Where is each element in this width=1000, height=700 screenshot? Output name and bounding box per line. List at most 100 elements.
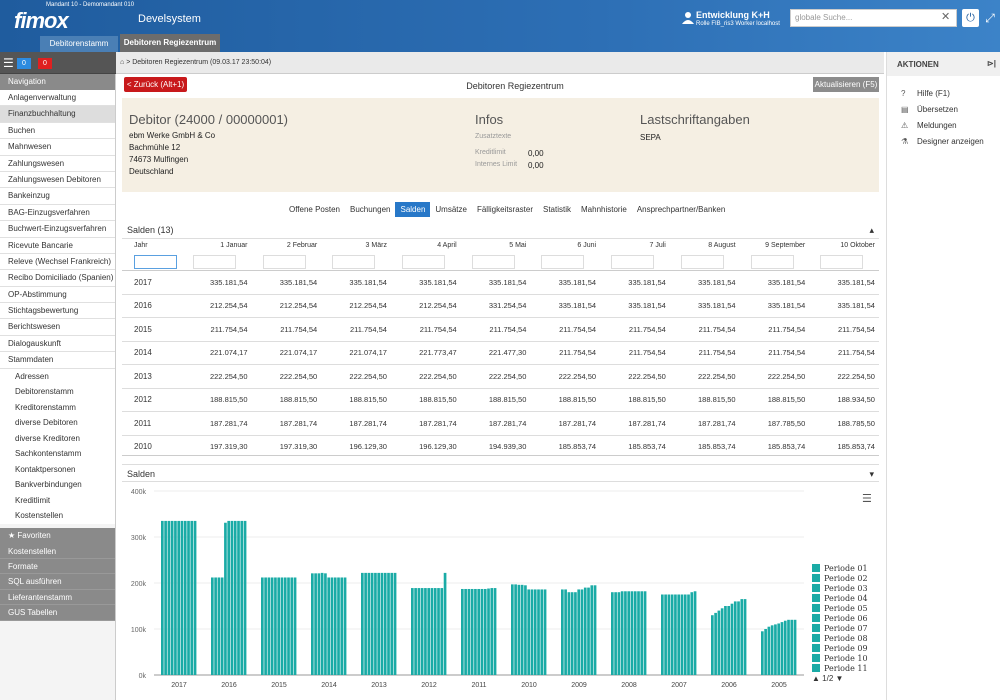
sidebar-subitem[interactable]: Kreditlimit xyxy=(0,492,115,509)
sidebar-subitem[interactable]: Sachkontenstamm xyxy=(0,446,115,462)
sidebar-item[interactable]: Berichtswesen xyxy=(0,319,115,336)
table-row[interactable]: 2017 335.181,54 335.181,54 335.181,54 335.18… xyxy=(122,271,879,295)
tab-statistik[interactable]: Statistik xyxy=(542,205,571,214)
sidebar-subitem[interactable]: diverse Debitoren xyxy=(0,415,115,431)
collapse-up-icon[interactable]: ▴ xyxy=(869,225,874,235)
tab-umsätze[interactable]: Umsätze xyxy=(435,205,467,214)
sidebar-subitem[interactable]: Adressen xyxy=(0,368,115,385)
table-row[interactable]: 2015 211.754,54 211.754,54 211.754,54 211.75… xyxy=(122,318,879,342)
action-item[interactable]: ? Hilfe (F1) xyxy=(887,86,1000,102)
breadcrumb: ⌂ > Debitoren Regiezentrum (09.03.17 23:… xyxy=(116,52,884,74)
action-label: Hilfe (F1) xyxy=(917,89,950,98)
clear-search-icon[interactable]: ✕ xyxy=(941,11,951,23)
tab-regiezentrum[interactable]: Debitoren Regiezentrum xyxy=(120,34,220,52)
table-row[interactable]: 2010 197.319,30 197.319,30 196.129,30 196.12… xyxy=(122,436,879,456)
sidebar-item[interactable]: Dialogauskunft xyxy=(0,335,115,353)
sidebar-subitem[interactable]: Bankverbindungen xyxy=(0,477,115,493)
table-row[interactable]: 2013 222.254,50 222.254,50 222.254,50 222.25… xyxy=(122,365,879,389)
sidebar-item[interactable]: Zahlungswesen Debitoren xyxy=(0,171,115,189)
tab-buchungen[interactable]: Buchungen xyxy=(350,205,391,214)
filter-input[interactable] xyxy=(262,254,306,269)
sidebar-item[interactable]: Stichtagsbewertung xyxy=(0,303,115,320)
sidebar-item[interactable]: BAG-Einzugsverfahren xyxy=(0,204,115,222)
tab-ansprechpartner-banken[interactable]: Ansprechpartner/Banken xyxy=(636,205,726,214)
filter-input[interactable] xyxy=(192,254,236,269)
sidebar-item[interactable]: Recibo Domiciliado (Spanien) xyxy=(0,270,115,287)
menu-icon[interactable]: ☰ xyxy=(3,56,14,70)
table-row[interactable]: 2014 221.074,17 221.074,17 221.074,17 221.77… xyxy=(122,342,879,365)
expand-icon[interactable]: ⤢ xyxy=(985,11,995,25)
sidebar-item[interactable]: OP-Abstimmung xyxy=(0,286,115,304)
table-cell: 222.254,50 xyxy=(488,371,527,381)
favorite-item[interactable]: SQL ausführen xyxy=(0,574,115,590)
filter-input[interactable] xyxy=(680,254,724,269)
column-header[interactable]: Jahr xyxy=(134,242,148,249)
column-header[interactable]: 1 Januar xyxy=(220,242,248,249)
column-header[interactable]: 4 April xyxy=(437,242,457,249)
sidebar-item[interactable]: Ricevute Bancarie xyxy=(0,237,115,254)
column-header[interactable]: 8 August xyxy=(708,242,736,249)
actions-panel: AKTIONEN ⊳| ? Hilfe (F1) ▤ Übersetzen ⚠ Meldun… xyxy=(886,52,1000,700)
column-header[interactable]: 10 Oktober xyxy=(840,242,875,249)
sidebar-item[interactable]: Mahnwesen xyxy=(0,139,115,156)
logout-button[interactable]: ⏻ xyxy=(962,9,979,27)
filter-input[interactable] xyxy=(471,254,515,269)
filter-input[interactable] xyxy=(750,254,794,269)
sidebar-subitem[interactable]: Kostenstellen xyxy=(0,508,115,524)
sidebar-item[interactable]: Bankeinzug xyxy=(0,188,115,205)
column-header[interactable]: 6 Juni xyxy=(577,242,597,249)
back-button[interactable]: < Zurück (Alt+1) xyxy=(124,77,187,92)
sidebar-item[interactable]: Finanzbuchhaltung xyxy=(0,106,115,123)
global-search-input[interactable]: globale Suche... xyxy=(790,9,957,27)
sidebar-item[interactable]: Stammdaten xyxy=(0,352,115,369)
table-row[interactable]: 2016 212.254,54 212.254,54 212.254,54 212.25… xyxy=(122,295,879,318)
sidebar-subitem[interactable]: Kontaktpersonen xyxy=(0,461,115,478)
tab-mahnhistorie[interactable]: Mahnhistorie xyxy=(581,205,627,214)
column-header[interactable]: 9 September xyxy=(765,242,806,249)
sidebar-subitem[interactable]: Debitorenstamm xyxy=(0,384,115,400)
legend-swatch xyxy=(812,624,820,632)
action-item[interactable]: ▤ Übersetzen xyxy=(887,102,1000,118)
filter-input[interactable] xyxy=(541,254,585,269)
chart-bar xyxy=(640,591,644,675)
blue-count-badge[interactable]: 0 xyxy=(17,58,31,69)
action-item[interactable]: ⚗ Designer anzeigen xyxy=(887,134,1000,150)
panel-toggle-icon[interactable]: ⊳| xyxy=(987,59,996,68)
sidebar-item[interactable]: Buchwert-Einzugsverfahren xyxy=(0,221,115,238)
collapse-down-icon[interactable]: ▾ xyxy=(869,469,874,479)
column-header[interactable]: 3 März xyxy=(365,242,387,249)
tab-salden[interactable]: Salden xyxy=(395,202,431,217)
favorite-item[interactable]: Formate xyxy=(0,559,115,575)
chart-bar xyxy=(470,588,474,675)
table-cell: 212.254,54 xyxy=(419,301,457,311)
favorite-item[interactable]: Kostenstellen xyxy=(0,543,115,560)
sidebar-item[interactable]: Releve (Wechsel Frankreich) xyxy=(0,253,115,271)
refresh-button[interactable]: Aktualisieren (F5) xyxy=(813,77,879,92)
filter-input[interactable] xyxy=(820,254,864,269)
filter-input[interactable] xyxy=(332,254,376,269)
table-row[interactable]: 2011 187.281,74 187.281,74 187.281,74 187.28… xyxy=(122,412,879,436)
column-header[interactable]: 2 Februar xyxy=(286,242,318,249)
red-count-badge[interactable]: 0 xyxy=(38,58,52,69)
user-name[interactable]: Entwicklung K+H xyxy=(696,10,770,20)
home-icon[interactable]: ⌂ xyxy=(120,59,125,66)
sidebar-item[interactable]: Zahlungswesen xyxy=(0,155,115,172)
column-header[interactable]: 7 Juli xyxy=(649,242,666,249)
action-item[interactable]: ⚠ Meldungen xyxy=(887,118,1000,134)
tab-debitorenstamm[interactable]: Debitorenstamm xyxy=(40,36,118,52)
sidebar-subitem[interactable]: Kreditorenstamm xyxy=(0,399,115,416)
sidebar-item[interactable]: Buchen xyxy=(0,122,115,140)
sidebar-item[interactable]: Anlagenverwaltung xyxy=(0,90,115,107)
table-row[interactable]: 2012 188.815,50 188.815,50 188.815,50 188.81… xyxy=(122,389,879,412)
sidebar-subitem[interactable]: diverse Kreditoren xyxy=(0,430,115,447)
legend-swatch xyxy=(812,594,820,602)
tab-offene-posten[interactable]: Offene Posten xyxy=(289,205,340,214)
sidebar: Navigation Anlagenverwaltung Finanzbuchha… xyxy=(0,74,116,700)
column-header[interactable]: 5 Mai xyxy=(509,242,527,249)
filter-input[interactable] xyxy=(611,254,655,269)
filter-input[interactable] xyxy=(134,254,177,269)
filter-input[interactable] xyxy=(401,254,445,269)
favorite-item[interactable]: GUS Tabellen xyxy=(0,605,115,621)
tab-fälligkeitsraster[interactable]: Fälligkeitsraster xyxy=(476,205,533,214)
favorite-item[interactable]: Lieferantenstamm xyxy=(0,589,115,606)
